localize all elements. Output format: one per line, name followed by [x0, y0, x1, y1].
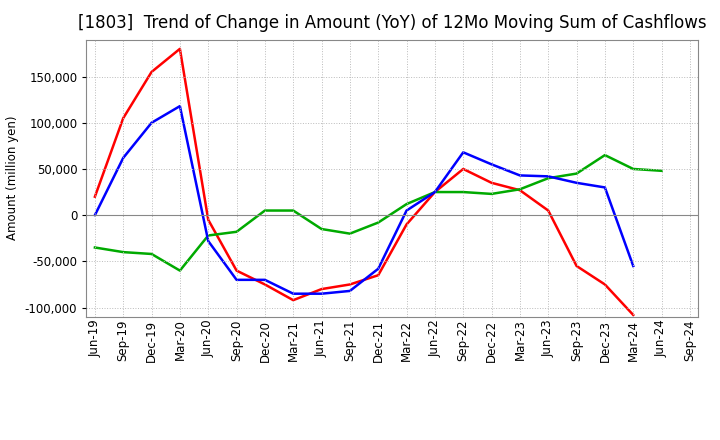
Investing Cashflow [119, 249, 127, 255]
Operating Cashflow [261, 282, 269, 287]
Free Cashflow [487, 161, 496, 167]
Free Cashflow [119, 155, 127, 161]
Operating Cashflow [402, 222, 411, 227]
Operating Cashflow [148, 69, 156, 74]
Y-axis label: Amount (million yen): Amount (million yen) [6, 116, 19, 240]
Investing Cashflow [289, 208, 297, 213]
Title: [1803]  Trend of Change in Amount (YoY) of 12Mo Moving Sum of Cashflows: [1803] Trend of Change in Amount (YoY) o… [78, 15, 707, 33]
Operating Cashflow [516, 187, 524, 193]
Investing Cashflow [544, 176, 552, 181]
Investing Cashflow [572, 171, 581, 176]
Free Cashflow [516, 173, 524, 178]
Operating Cashflow [487, 180, 496, 185]
Free Cashflow [544, 174, 552, 179]
Free Cashflow [318, 291, 326, 297]
Free Cashflow [176, 103, 184, 109]
Operating Cashflow [119, 115, 127, 121]
Investing Cashflow [600, 152, 609, 158]
Free Cashflow [459, 150, 467, 155]
Free Cashflow [346, 288, 354, 293]
Investing Cashflow [374, 220, 382, 225]
Line: Free Cashflow: Free Cashflow [95, 106, 633, 294]
Free Cashflow [91, 213, 99, 218]
Operating Cashflow [176, 46, 184, 51]
Investing Cashflow [346, 231, 354, 236]
Operating Cashflow [600, 282, 609, 287]
Operating Cashflow [459, 166, 467, 172]
Free Cashflow [572, 180, 581, 185]
Investing Cashflow [657, 168, 666, 173]
Investing Cashflow [233, 229, 241, 235]
Investing Cashflow [516, 187, 524, 192]
Investing Cashflow [487, 191, 496, 197]
Operating Cashflow [204, 217, 212, 222]
Investing Cashflow [204, 233, 212, 238]
Free Cashflow [600, 185, 609, 190]
Investing Cashflow [629, 166, 637, 172]
Line: Operating Cashflow: Operating Cashflow [95, 49, 633, 315]
Investing Cashflow [318, 226, 326, 231]
Operating Cashflow [346, 282, 354, 287]
Operating Cashflow [431, 189, 439, 194]
Free Cashflow [289, 291, 297, 297]
Operating Cashflow [629, 312, 637, 318]
Free Cashflow [261, 277, 269, 282]
Operating Cashflow [374, 272, 382, 278]
Free Cashflow [629, 263, 637, 268]
Investing Cashflow [148, 251, 156, 257]
Investing Cashflow [176, 268, 184, 273]
Investing Cashflow [402, 202, 411, 207]
Free Cashflow [204, 238, 212, 244]
Operating Cashflow [233, 268, 241, 273]
Operating Cashflow [544, 208, 552, 213]
Free Cashflow [233, 277, 241, 282]
Operating Cashflow [572, 263, 581, 268]
Line: Investing Cashflow: Investing Cashflow [95, 155, 662, 271]
Free Cashflow [148, 120, 156, 125]
Operating Cashflow [91, 194, 99, 199]
Free Cashflow [431, 189, 439, 194]
Operating Cashflow [289, 297, 297, 303]
Investing Cashflow [261, 208, 269, 213]
Investing Cashflow [91, 245, 99, 250]
Investing Cashflow [431, 189, 439, 194]
Free Cashflow [402, 208, 411, 213]
Operating Cashflow [318, 286, 326, 292]
Investing Cashflow [459, 189, 467, 194]
Free Cashflow [374, 266, 382, 271]
